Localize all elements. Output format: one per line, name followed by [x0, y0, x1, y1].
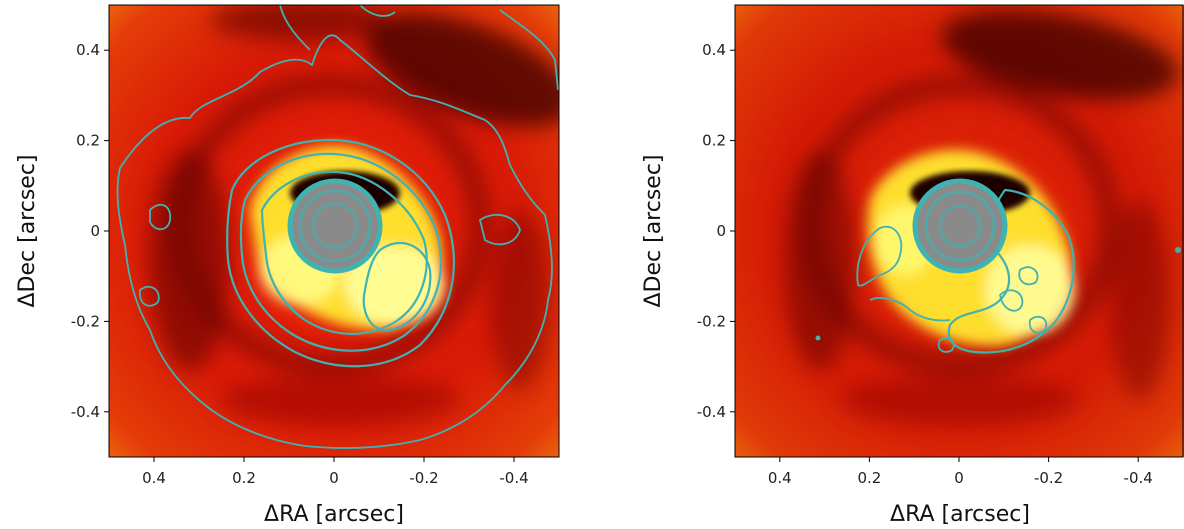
- right-y-tick-label: -0.4: [697, 403, 726, 421]
- right-image: [735, 5, 1184, 457]
- right-x-tick-label: -0.2: [1034, 469, 1063, 487]
- left-y-tick-label: -0.2: [71, 312, 100, 330]
- right-x-axis-label: ΔRA [arcsec]: [890, 502, 1030, 527]
- right-x-tick-label: -0.4: [1124, 469, 1153, 487]
- right-y-axis-label: ΔDec [arcsec]: [641, 154, 666, 307]
- right-mask: [915, 181, 1005, 271]
- right-x-tick-label: 0.4: [768, 469, 792, 487]
- left-mask-ring: [287, 178, 383, 274]
- left-y-tick-label: 0.4: [76, 41, 100, 59]
- right-y-ticks: 0.4 0.2 0 -0.2 -0.4: [697, 41, 735, 421]
- right-x-tick-label: 0.2: [857, 469, 881, 487]
- right-dark-structure: [785, 10, 1179, 425]
- left-x-tick-label: 0.2: [232, 469, 256, 487]
- left-y-tick-label: -0.4: [71, 403, 100, 421]
- right-mask-ring: [912, 178, 1008, 274]
- right-y-tick-label: 0.4: [702, 41, 726, 59]
- left-x-axis-label: ΔRA [arcsec]: [264, 502, 404, 527]
- right-y-tick-label: 0: [716, 222, 726, 240]
- left-y-tick-label: 0.2: [76, 132, 100, 150]
- left-x-tick-label: 0.4: [142, 469, 166, 487]
- left-dark-structure: [150, 5, 559, 425]
- right-x-ticks: 0.4 0.2 0 -0.2 -0.4: [768, 457, 1153, 487]
- right-y-tick-label: -0.2: [697, 312, 726, 330]
- left-image: [109, 5, 559, 457]
- right-x-tick-label: 0: [954, 469, 964, 487]
- left-x-tick-label: 0: [329, 469, 339, 487]
- right-contours: [856, 188, 1075, 354]
- left-panel: 0.4 0.2 0 -0.2 -0.4 0.4 0.2 0 -0.2 -0.4 ΔRA [arc…: [15, 4, 560, 527]
- left-mask: [290, 181, 380, 271]
- left-y-tick-label: 0: [90, 222, 100, 240]
- left-y-axis-label: ΔDec [arcsec]: [15, 154, 40, 307]
- left-contours: [116, 5, 559, 449]
- right-panel: 0.4 0.2 0 -0.2 -0.4 0.4 0.2 0 -0.2 -0.4 ΔRA [arc…: [641, 4, 1184, 527]
- left-x-tick-label: -0.2: [409, 469, 438, 487]
- left-x-tick-label: -0.4: [499, 469, 528, 487]
- right-y-tick-label: 0.2: [702, 132, 726, 150]
- left-x-ticks: 0.4 0.2 0 -0.2 -0.4: [142, 457, 529, 487]
- left-y-ticks: 0.4 0.2 0 -0.2 -0.4: [71, 41, 109, 421]
